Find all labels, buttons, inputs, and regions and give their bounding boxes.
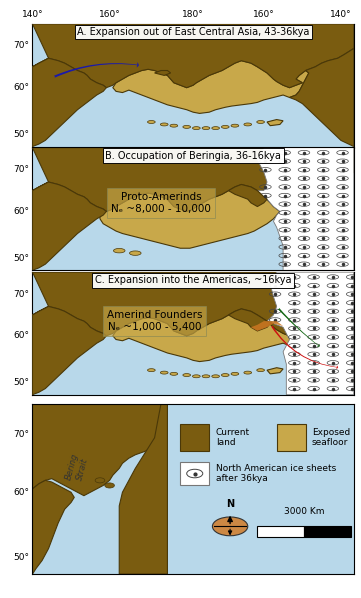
- Polygon shape: [32, 58, 106, 147]
- Circle shape: [148, 121, 155, 123]
- Polygon shape: [155, 71, 171, 75]
- Text: 50°: 50°: [13, 254, 29, 263]
- Polygon shape: [113, 61, 309, 114]
- Circle shape: [95, 478, 105, 483]
- Text: 3000 Km: 3000 Km: [284, 507, 324, 516]
- Polygon shape: [257, 148, 354, 270]
- Circle shape: [221, 374, 229, 377]
- Polygon shape: [267, 368, 283, 374]
- Polygon shape: [119, 404, 168, 574]
- Text: A. Expansion out of East Central Asia, 43-36kya: A. Expansion out of East Central Asia, 4…: [77, 27, 309, 37]
- Bar: [304, 526, 351, 536]
- Circle shape: [113, 249, 125, 253]
- Circle shape: [148, 369, 155, 371]
- Bar: [180, 424, 209, 451]
- Text: 50°: 50°: [13, 378, 29, 387]
- Polygon shape: [267, 120, 283, 126]
- Text: Exposed
seafloor: Exposed seafloor: [312, 428, 350, 447]
- Circle shape: [183, 374, 191, 377]
- Circle shape: [221, 126, 229, 129]
- Bar: [277, 424, 305, 451]
- Circle shape: [202, 375, 210, 378]
- Text: 70°: 70°: [13, 289, 29, 298]
- Text: 160°: 160°: [253, 10, 275, 19]
- Text: 60°: 60°: [13, 331, 29, 340]
- Bar: [180, 462, 209, 486]
- Text: Current
land: Current land: [216, 428, 250, 447]
- Text: B. Occupation of Beringia, 36-16kya: B. Occupation of Beringia, 36-16kya: [105, 151, 281, 161]
- Text: Proto-Amerinds
Nₑ ~8,000 - 10,000: Proto-Amerinds Nₑ ~8,000 - 10,000: [111, 192, 211, 213]
- Text: Amerind Founders
Nₑ ~1,000 - 5,400: Amerind Founders Nₑ ~1,000 - 5,400: [107, 310, 202, 332]
- Text: N: N: [226, 499, 234, 509]
- Circle shape: [212, 375, 219, 378]
- Circle shape: [231, 124, 239, 127]
- Polygon shape: [251, 321, 283, 331]
- Circle shape: [170, 373, 178, 376]
- Text: 70°: 70°: [13, 41, 29, 50]
- Circle shape: [130, 251, 141, 255]
- Text: 50°: 50°: [13, 130, 29, 139]
- Text: North American ice sheets
after 36kya: North American ice sheets after 36kya: [216, 464, 336, 483]
- Polygon shape: [32, 306, 106, 395]
- Circle shape: [244, 371, 252, 374]
- Polygon shape: [32, 24, 354, 88]
- Polygon shape: [32, 182, 106, 270]
- Text: Bering
Strait: Bering Strait: [65, 453, 90, 484]
- Circle shape: [244, 123, 252, 126]
- Polygon shape: [32, 148, 354, 212]
- Circle shape: [105, 483, 114, 488]
- Polygon shape: [290, 48, 354, 147]
- Circle shape: [231, 373, 239, 376]
- Bar: [257, 526, 304, 536]
- Circle shape: [257, 121, 265, 123]
- Polygon shape: [229, 309, 274, 331]
- Text: 60°: 60°: [13, 207, 29, 216]
- Text: 160°: 160°: [99, 10, 121, 19]
- Text: 60°: 60°: [13, 83, 29, 92]
- Circle shape: [160, 371, 168, 374]
- Circle shape: [212, 517, 248, 536]
- Circle shape: [160, 123, 168, 126]
- Text: 70°: 70°: [13, 430, 29, 439]
- Text: 60°: 60°: [13, 488, 29, 497]
- Polygon shape: [32, 480, 74, 574]
- Circle shape: [192, 127, 200, 130]
- Circle shape: [202, 127, 210, 130]
- Text: 70°: 70°: [13, 165, 29, 174]
- Circle shape: [212, 127, 219, 130]
- Text: 180°: 180°: [182, 10, 204, 19]
- Text: C. Expansion into the Americas, ~16kya: C. Expansion into the Americas, ~16kya: [95, 275, 291, 285]
- Polygon shape: [32, 404, 161, 496]
- Circle shape: [257, 369, 265, 371]
- Polygon shape: [229, 184, 267, 206]
- Polygon shape: [100, 184, 280, 248]
- Polygon shape: [32, 272, 354, 336]
- Text: 50°: 50°: [13, 553, 29, 562]
- Circle shape: [170, 124, 178, 127]
- Polygon shape: [267, 272, 354, 395]
- Circle shape: [183, 126, 191, 129]
- Text: 140°: 140°: [330, 10, 352, 19]
- Text: 140°: 140°: [22, 10, 43, 19]
- Polygon shape: [113, 309, 309, 362]
- Circle shape: [192, 375, 200, 378]
